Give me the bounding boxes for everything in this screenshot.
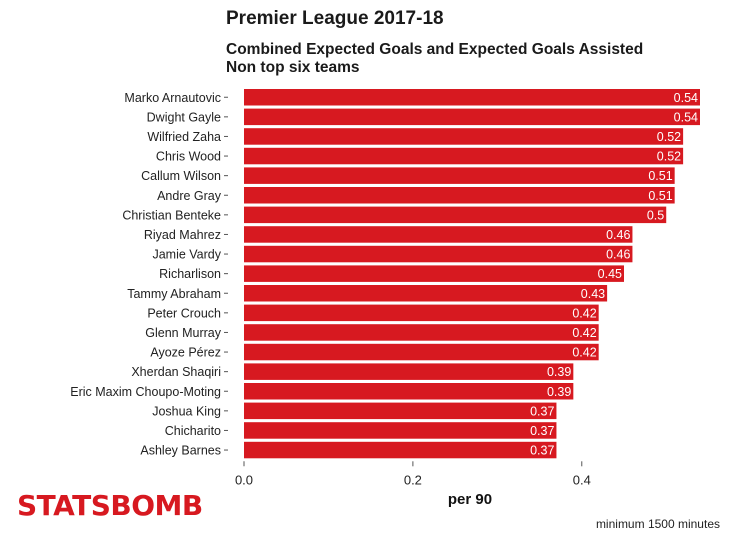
bar xyxy=(244,324,599,341)
bar xyxy=(244,343,599,361)
bar xyxy=(244,108,700,126)
data-label: 0.42 xyxy=(572,326,596,340)
y-tick-label: Peter Crouch xyxy=(147,306,221,320)
bar xyxy=(244,363,574,380)
y-tick-label: Eric Maxim Choupo-Moting xyxy=(70,385,221,399)
y-tick-label: Ayoze Pérez xyxy=(150,346,221,360)
y-tick-label: Richarlison xyxy=(159,267,221,281)
data-label: 0.52 xyxy=(657,130,681,144)
data-label: 0.39 xyxy=(547,385,571,399)
chart-caption: minimum 1500 minutes xyxy=(595,517,720,531)
bar xyxy=(244,265,624,282)
y-tick-label: Xherdan Shaqiri xyxy=(131,365,221,379)
data-label: 0.46 xyxy=(606,228,630,242)
data-label: 0.51 xyxy=(648,169,672,183)
data-label: 0.46 xyxy=(606,248,630,262)
y-tick-label: Andre Gray xyxy=(157,189,222,203)
x-tick-label: 0.4 xyxy=(573,472,591,487)
bar xyxy=(244,441,557,459)
y-tick-label: Chris Wood xyxy=(156,150,221,164)
bar xyxy=(244,245,633,263)
x-axis-label: per 90 xyxy=(447,491,493,508)
bar xyxy=(244,167,675,184)
x-tick-label: 0.0 xyxy=(235,472,253,487)
data-label: 0.42 xyxy=(572,306,596,320)
y-tick-label: Ashley Barnes xyxy=(140,444,221,458)
data-label: 0.51 xyxy=(648,189,672,203)
y-tick-label: Dwight Gayle xyxy=(147,110,221,124)
y-tick-label: Wilfried Zaha xyxy=(147,130,221,144)
y-tick-label: Christian Benteke xyxy=(122,208,221,222)
data-label: 0.5 xyxy=(647,208,664,222)
y-tick-label: Riyad Mahrez xyxy=(144,228,221,242)
y-tick-label: Joshua King xyxy=(152,404,221,418)
bar xyxy=(244,206,667,224)
chart-title: Premier League 2017-18 xyxy=(226,8,444,29)
data-label: 0.42 xyxy=(572,346,596,360)
bar xyxy=(244,402,557,420)
subtitle-line-1: Combined Expected Goals and Expected Goa… xyxy=(226,41,644,58)
y-tick-label: Marko Arnautovic xyxy=(124,91,221,105)
bar xyxy=(244,128,684,145)
y-tick-label: Glenn Murray xyxy=(145,326,221,340)
data-label: 0.45 xyxy=(598,267,622,281)
data-label: 0.52 xyxy=(657,150,681,164)
data-label: 0.37 xyxy=(530,404,554,418)
data-label: 0.37 xyxy=(530,424,554,438)
bar xyxy=(244,285,608,302)
bar xyxy=(244,147,684,165)
bar xyxy=(244,422,557,439)
chart-subtitle: Combined Expected Goals and Expected Goa… xyxy=(226,41,643,77)
data-label: 0.43 xyxy=(581,287,605,301)
data-label: 0.54 xyxy=(674,110,698,124)
y-tick-label: Callum Wilson xyxy=(141,169,221,183)
y-tick-label: Tammy Abraham xyxy=(127,287,221,301)
statsbomb-logo: STATSBOMB xyxy=(17,489,203,522)
bar xyxy=(244,304,599,322)
data-label: 0.54 xyxy=(674,91,698,105)
data-label: 0.37 xyxy=(530,444,554,458)
bar xyxy=(244,89,700,106)
subtitle-line-2: Non top six teams xyxy=(226,59,360,76)
x-tick-label: 0.2 xyxy=(404,472,422,487)
bar xyxy=(244,383,574,400)
bar xyxy=(244,226,633,243)
bar xyxy=(244,187,675,204)
y-tick-label: Chicharito xyxy=(165,424,221,438)
data-label: 0.39 xyxy=(547,365,571,379)
y-tick-label: Jamie Vardy xyxy=(152,248,221,262)
